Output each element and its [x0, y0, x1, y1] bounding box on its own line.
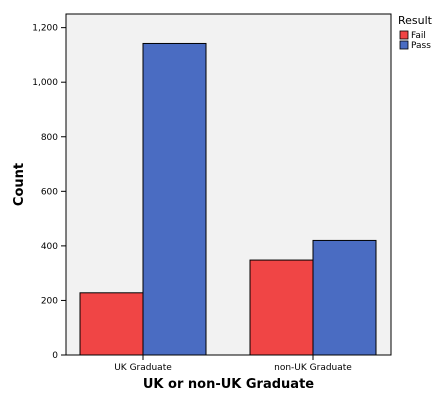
x-category-label: non-UK Graduate — [274, 363, 352, 373]
bar-fail-1 — [249, 259, 314, 356]
y-tick-label: 1,200 — [32, 24, 58, 34]
bar-pass-0 — [142, 42, 207, 356]
y-tick-label: 200 — [41, 296, 58, 306]
legend-label-fail: Fail — [411, 31, 426, 41]
x-axis-title: UK or non-UK Graduate — [143, 377, 314, 392]
legend-label-pass: Pass — [411, 41, 431, 51]
bar-pass-1 — [312, 239, 377, 356]
x-axis: UK Graduate non-UK Graduate — [114, 355, 352, 373]
y-tick-label: 400 — [41, 242, 58, 252]
y-tick-label: 0 — [52, 351, 58, 361]
y-axis-title: Count — [12, 163, 27, 206]
legend-title: Result — [398, 14, 432, 27]
y-axis: 0 200 400 600 800 1,000 1,200 — [32, 24, 66, 361]
legend-swatch-pass — [399, 40, 409, 50]
y-tick-label: 800 — [41, 133, 58, 143]
x-category-label: UK Graduate — [114, 363, 172, 373]
y-tick-label: 1,000 — [32, 78, 58, 88]
y-tick-label: 600 — [41, 187, 58, 197]
legend-swatch-fail — [399, 30, 409, 40]
bars-group — [79, 42, 377, 356]
bar-fail-0 — [79, 292, 144, 356]
